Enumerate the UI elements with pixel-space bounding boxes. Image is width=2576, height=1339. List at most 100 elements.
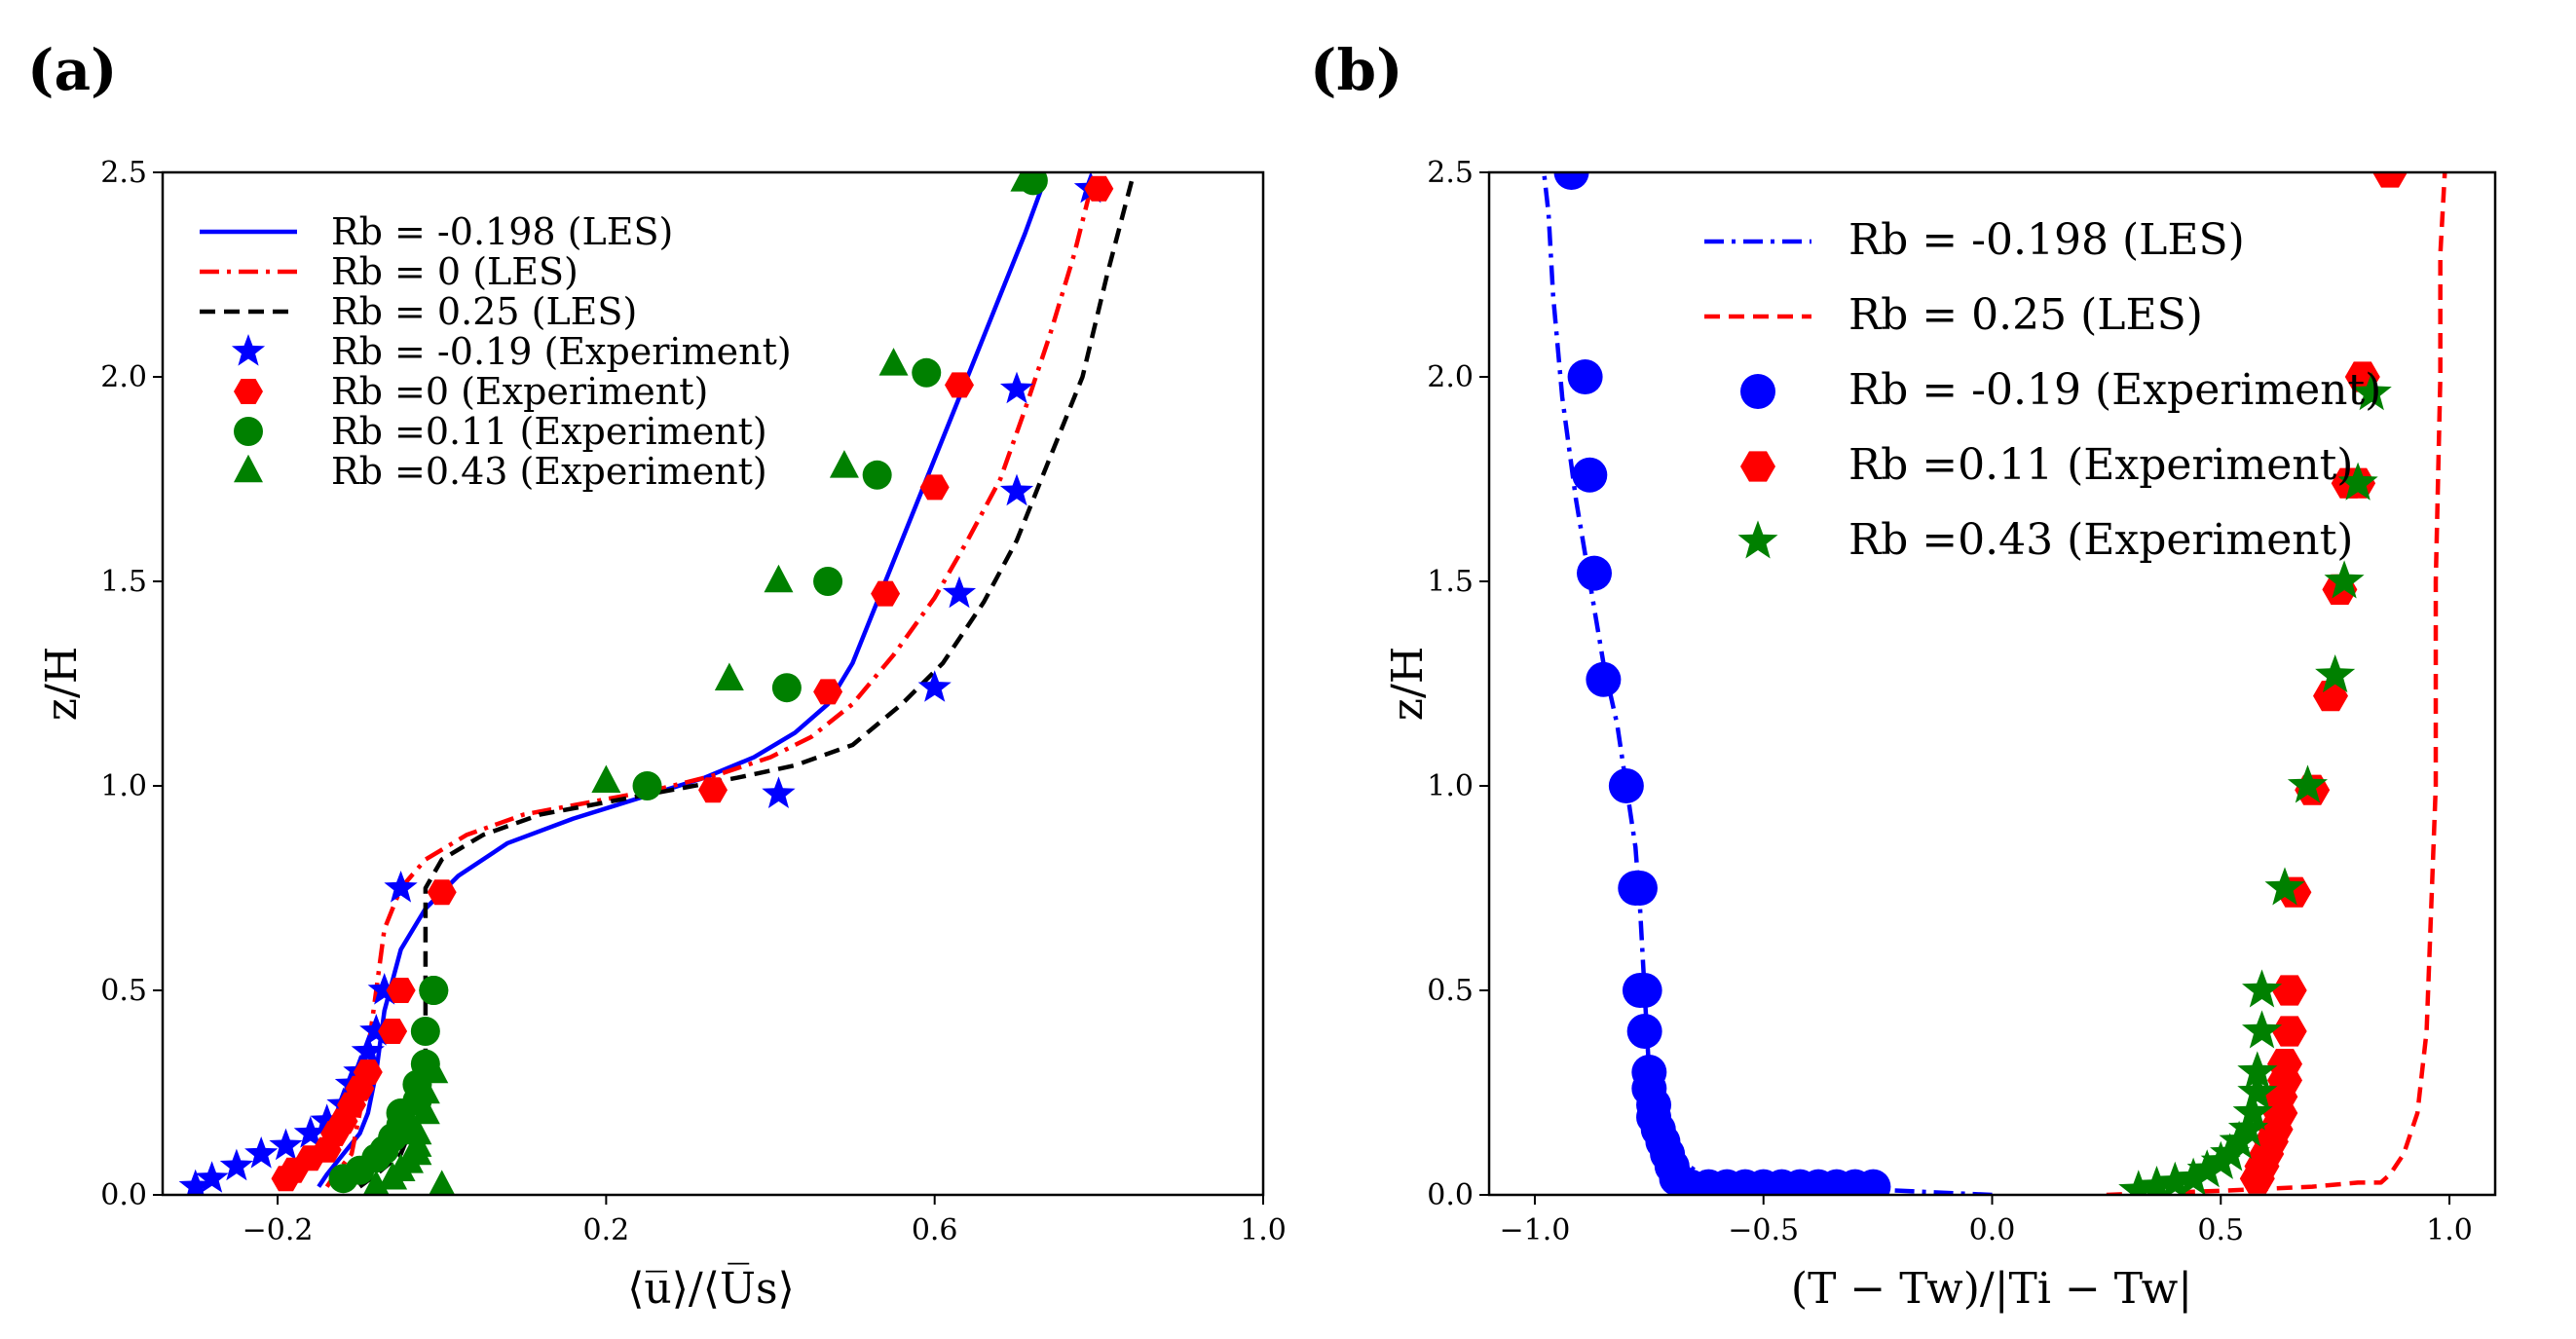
data-point-b-4 bbox=[2237, 1071, 2278, 1110]
y-tick-label-b: 0.0 bbox=[1427, 1178, 1474, 1212]
legend-label-a-6: Rb =0.43 (Experiment) bbox=[331, 450, 767, 493]
data-point-b-4 bbox=[2242, 1010, 2283, 1049]
legend-marker-b-4 bbox=[1737, 520, 1778, 559]
data-point-b-4 bbox=[2227, 1108, 2268, 1147]
x-tick-label-a: 1.0 bbox=[1240, 1213, 1287, 1247]
data-point-b-4 bbox=[2237, 1051, 2278, 1090]
data-point-a-4 bbox=[386, 978, 416, 1003]
data-point-a-4 bbox=[427, 879, 457, 906]
panel-b-label: (b) bbox=[1310, 37, 1402, 103]
y-axis-label-b: z/H bbox=[1383, 647, 1433, 721]
data-point-a-3 bbox=[917, 670, 952, 702]
data-point-a-3 bbox=[244, 1136, 279, 1169]
data-point-b-4 bbox=[2232, 1092, 2273, 1131]
data-point-b-4 bbox=[2173, 1157, 2214, 1195]
x-tick-label-a: −0.2 bbox=[243, 1213, 314, 1247]
legend-label-a-5: Rb =0.11 (Experiment) bbox=[331, 410, 767, 453]
data-point-a-6 bbox=[591, 764, 621, 794]
data-point-b-2 bbox=[1608, 768, 1644, 803]
y-tick-label-b: 0.5 bbox=[1427, 974, 1474, 1008]
data-point-b-3 bbox=[2267, 1049, 2302, 1080]
data-point-b-4 bbox=[2264, 867, 2305, 906]
data-point-b-2 bbox=[1586, 661, 1622, 697]
data-point-a-6 bbox=[429, 1170, 456, 1195]
data-point-a-5 bbox=[632, 771, 662, 800]
panel-b: (b) −1.0 −0.5 0.0 0.5 1.00.00.51.01.52.02.5 … bbox=[1310, 37, 2497, 1314]
data-point-b-4 bbox=[2154, 1161, 2195, 1195]
legend-label-a-3: Rb = -0.19 (Experiment) bbox=[331, 330, 792, 373]
data-point-a-3 bbox=[762, 776, 796, 808]
legend-marker-a-5 bbox=[234, 417, 263, 446]
x-tick-label-a: 0.2 bbox=[583, 1213, 630, 1247]
x-tick-label-b: −0.5 bbox=[1728, 1213, 1799, 1247]
data-point-b-4 bbox=[2315, 654, 2356, 693]
data-point-a-3 bbox=[942, 576, 977, 609]
data-point-a-3 bbox=[310, 1103, 344, 1135]
series-line-b-0 bbox=[1542, 172, 1993, 1195]
data-point-a-4 bbox=[378, 1019, 408, 1044]
data-point-a-6 bbox=[764, 564, 794, 593]
data-point-a-5 bbox=[419, 976, 449, 1005]
data-point-a-4 bbox=[945, 372, 974, 398]
legend-marker-a-4 bbox=[234, 379, 263, 404]
data-point-a-3 bbox=[293, 1116, 327, 1148]
data-point-a-6 bbox=[402, 1116, 432, 1145]
x-axis-label-b: (T − Tw)/|Ti − Tw| bbox=[1791, 1264, 2192, 1314]
data-point-a-4 bbox=[1084, 175, 1114, 202]
data-point-a-3 bbox=[178, 1169, 212, 1195]
legend-label-a-2: Rb = 0.25 (LES) bbox=[331, 290, 637, 333]
data-point-a-4 bbox=[919, 474, 950, 501]
series-line-b-1 bbox=[2106, 172, 2447, 1195]
legend-a: Rb = -0.198 (LES)Rb = 0 (LES)Rb = 0.25 (… bbox=[200, 210, 792, 493]
data-point-a-3 bbox=[219, 1148, 253, 1181]
data-point-b-2 bbox=[1622, 973, 1658, 1008]
data-point-a-6 bbox=[878, 348, 909, 376]
data-point-b-2 bbox=[1572, 457, 1608, 493]
x-tick-label-b: 0.5 bbox=[2197, 1213, 2244, 1247]
y-tick-label-a: 0.0 bbox=[100, 1178, 147, 1212]
y-tick-label-b: 2.0 bbox=[1427, 360, 1474, 394]
data-point-b-4 bbox=[2324, 560, 2365, 599]
data-point-b-4 bbox=[2337, 462, 2378, 501]
data-point-a-6 bbox=[1010, 172, 1040, 192]
data-point-b-4 bbox=[2186, 1149, 2227, 1188]
data-point-a-5 bbox=[410, 1017, 440, 1046]
data-point-b-2 bbox=[1576, 555, 1612, 591]
legend-label-a-4: Rb =0 (Experiment) bbox=[331, 370, 708, 413]
data-point-b-3 bbox=[2271, 975, 2307, 1006]
y-tick-label-b: 2.5 bbox=[1427, 156, 1474, 190]
legend-marker-b-2 bbox=[1740, 374, 1775, 409]
y-tick-label-a: 1.5 bbox=[100, 565, 147, 599]
x-axis-label-a: ⟨u̅⟩/⟨U̅s⟩ bbox=[627, 1262, 795, 1314]
legend-label-b-0: Rb = -0.198 (LES) bbox=[1848, 215, 2245, 265]
data-point-a-3 bbox=[195, 1161, 229, 1193]
data-point-a-4 bbox=[698, 777, 728, 803]
data-point-a-4 bbox=[353, 1060, 383, 1085]
data-point-a-3 bbox=[999, 371, 1034, 404]
legend-label-b-3: Rb =0.11 (Experiment) bbox=[1848, 440, 2353, 490]
data-point-b-2 bbox=[1553, 172, 1589, 190]
y-tick-label-b: 1.0 bbox=[1427, 769, 1474, 803]
data-point-a-3 bbox=[351, 1034, 385, 1066]
x-tick-label-b: −1.0 bbox=[1500, 1213, 1571, 1247]
panel-a-label: (a) bbox=[27, 37, 117, 103]
data-point-a-6 bbox=[410, 1075, 440, 1104]
y-tick-label-a: 1.0 bbox=[100, 769, 147, 803]
y-tick-label-b: 1.5 bbox=[1427, 565, 1474, 599]
data-point-b-4 bbox=[2351, 372, 2392, 411]
data-point-a-6 bbox=[829, 450, 859, 478]
legend-marker-b-3 bbox=[1740, 451, 1775, 482]
data-point-a-3 bbox=[367, 973, 401, 1005]
plot-frame-a bbox=[161, 170, 1265, 1197]
data-point-a-6 bbox=[419, 1055, 449, 1084]
y-tick-label-a: 2.5 bbox=[100, 156, 147, 190]
x-tick-label-b: 0.0 bbox=[1969, 1213, 2016, 1247]
data-point-b-3 bbox=[2372, 172, 2408, 188]
y-tick-label-a: 0.5 bbox=[100, 974, 147, 1008]
data-point-b-3 bbox=[2313, 681, 2348, 712]
data-point-a-5 bbox=[912, 357, 942, 388]
data-point-a-3 bbox=[359, 1014, 393, 1046]
legend-marker-a-3 bbox=[231, 334, 266, 366]
x-tick-label-b: 1.0 bbox=[2426, 1213, 2473, 1247]
